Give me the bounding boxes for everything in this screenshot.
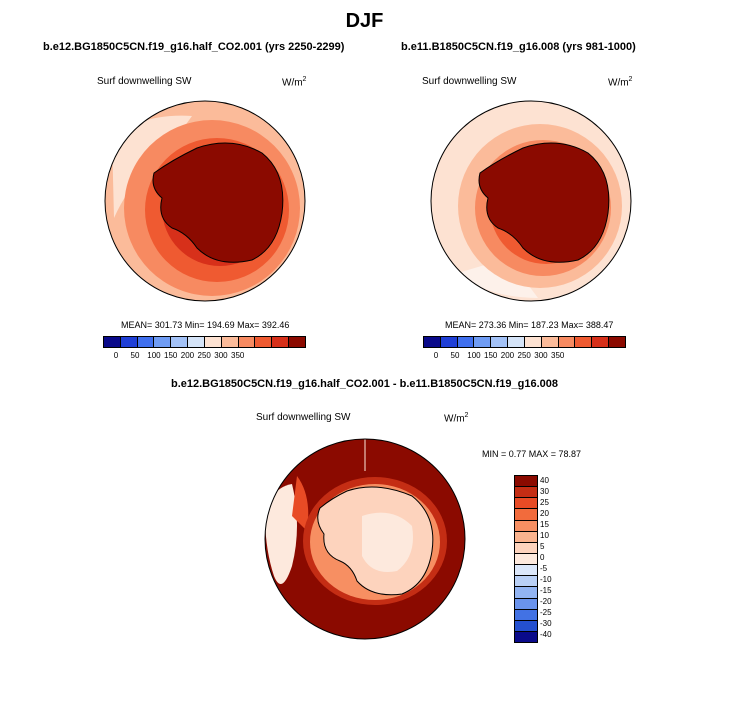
colorbar-tick-label: 0: [433, 351, 439, 360]
panel2-units: W/m2: [608, 76, 633, 89]
panel3-colorbar: [514, 475, 538, 643]
colorbar-tick-label: 100: [467, 351, 481, 360]
panel2-colorbar: [423, 336, 626, 348]
panel1-variable-label: Surf downwelling SW: [97, 76, 192, 87]
panel3-title: b.e12.BG1850C5CN.f19_g16.half_CO2.001 - …: [170, 378, 559, 390]
panel2-variable-label: Surf downwelling SW: [422, 76, 517, 87]
panel2-low-region: [458, 258, 538, 298]
colorbar-tick-label: -5: [540, 564, 548, 574]
panel3-map: [264, 438, 466, 640]
colorbar-tick-label: -40: [540, 630, 552, 640]
colorbar-tick-label: 40: [540, 475, 549, 485]
colorbar-tick-label: 25: [540, 497, 549, 507]
colorbar-tick-label: 350: [551, 351, 565, 360]
panel1-title: b.e12.BG1850C5CN.f19_g16.half_CO2.001 (y…: [43, 41, 345, 53]
colorbar-tick-label: -25: [540, 608, 552, 618]
colorbar-tick-label: 20: [540, 508, 549, 518]
colorbar-tick-label: 0: [540, 553, 545, 562]
panel1-units: W/m2: [282, 76, 307, 89]
colorbar-tick-label: 100: [147, 351, 161, 360]
panel1-map: [104, 100, 306, 302]
panel1-colorbar: [103, 336, 306, 348]
panel3-variable-label: Surf downwelling SW: [256, 412, 351, 423]
panel3-stats: MIN = 0.77 MAX = 78.87: [482, 449, 582, 459]
colorbar-tick-label: 350: [231, 351, 245, 360]
colorbar-tick-label: 10: [540, 530, 549, 540]
panel2-title: b.e11.B1850C5CN.f19_g16.008 (yrs 981-100…: [401, 41, 636, 53]
panel1-stats: MEAN= 301.73 Min= 194.69 Max= 392.46: [121, 320, 290, 330]
panel3-low-region: [265, 484, 297, 584]
colorbar-tick-label: 200: [500, 351, 515, 360]
colorbar-tick-label: 30: [540, 486, 549, 496]
colorbar-tick-label: 250: [517, 351, 531, 360]
colorbar-tick-label: 5: [540, 541, 545, 551]
colorbar-tick-label: 50: [450, 351, 460, 360]
colorbar-tick-label: 50: [130, 351, 140, 360]
colorbar-tick-label: 150: [484, 351, 498, 360]
colorbar-tick-label: 300: [534, 351, 548, 360]
colorbar-tick-label: 200: [180, 351, 195, 360]
panel2-antarctica: [478, 142, 610, 263]
colorbar-tick-label: -20: [540, 597, 552, 607]
colorbar-tick-label: 250: [197, 351, 211, 360]
figure-title: DJF: [345, 10, 384, 32]
panel3-units: W/m2: [444, 412, 469, 425]
colorbar-tick-label: 150: [164, 351, 178, 360]
panel2-map: [430, 100, 632, 302]
panel2-stats: MEAN= 273.36 Min= 187.23 Max= 388.47: [445, 320, 614, 330]
colorbar-tick-label: -30: [540, 619, 552, 629]
colorbar-tick-label: 0: [113, 351, 119, 360]
colorbar-tick-label: 300: [214, 351, 228, 360]
panel1-antarctica: [152, 142, 284, 263]
colorbar-tick-label: -15: [540, 586, 552, 596]
colorbar-tick-label: 15: [540, 519, 549, 529]
colorbar-tick-label: -10: [540, 575, 552, 585]
